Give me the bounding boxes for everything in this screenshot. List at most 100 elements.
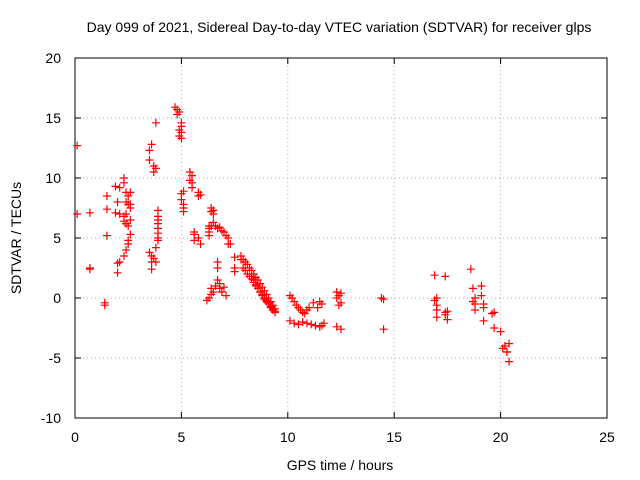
data-point [230, 253, 239, 262]
data-point [271, 308, 280, 317]
data-point [337, 298, 345, 307]
data-point [505, 357, 514, 366]
data-point [102, 231, 111, 240]
data-point [153, 229, 162, 238]
data-point [179, 204, 188, 212]
data-point [126, 216, 135, 224]
data-point [126, 188, 135, 197]
x-tick-label: 10 [280, 429, 296, 445]
grid [75, 58, 607, 418]
data-point [337, 325, 345, 334]
data-point [145, 146, 154, 155]
data-point [151, 118, 160, 127]
data-point [196, 190, 205, 199]
data-point [430, 271, 439, 280]
data-point [73, 141, 82, 150]
data-point [479, 300, 488, 308]
y-tick-label: -10 [41, 410, 61, 426]
data-points [73, 103, 514, 366]
axis-ticks: 0 5 10 15 20 25 -10 -5 0 5 10 15 20 [41, 50, 615, 445]
data-point [315, 322, 324, 331]
data-point [500, 342, 509, 350]
data-point [432, 306, 441, 314]
data-point [298, 318, 307, 326]
data-point [226, 240, 235, 248]
y-axis-label: SDTVAR / TECUs [8, 182, 24, 294]
data-point [309, 298, 318, 307]
data-point [147, 140, 156, 149]
data-point [290, 297, 299, 306]
y-tick-label: 10 [45, 170, 61, 186]
data-point [124, 192, 133, 200]
data-point [215, 223, 224, 232]
data-point [496, 327, 505, 336]
data-point [209, 288, 218, 296]
data-point [147, 265, 156, 274]
data-point [505, 339, 514, 348]
data-point [102, 192, 111, 200]
data-point [151, 243, 160, 252]
data-point [213, 276, 222, 284]
data-point [115, 183, 124, 192]
data-point [122, 210, 131, 218]
x-axis-label: GPS time / hours [287, 457, 394, 473]
data-point [190, 228, 199, 236]
data-point [111, 208, 120, 217]
data-point [190, 236, 199, 245]
data-point [443, 307, 452, 316]
data-point [145, 248, 154, 257]
data-point [119, 252, 128, 260]
data-point [337, 289, 345, 298]
data-point [211, 282, 220, 290]
data-point [122, 246, 131, 254]
data-point [126, 230, 135, 239]
data-point [153, 212, 162, 221]
data-point [185, 168, 194, 176]
data-point [194, 192, 203, 200]
data-point [149, 168, 158, 176]
data-point [285, 316, 294, 325]
data-point [219, 228, 228, 236]
data-point [151, 258, 160, 266]
data-point [188, 171, 197, 180]
data-point [313, 303, 322, 312]
data-point [302, 319, 311, 328]
data-point [479, 316, 488, 325]
data-point [441, 310, 450, 319]
data-point [307, 320, 316, 329]
data-point [73, 210, 82, 218]
data-point [177, 134, 186, 143]
data-point [294, 320, 303, 329]
data-point [111, 182, 120, 191]
data-point [188, 183, 197, 192]
data-point [490, 308, 499, 317]
data-point [205, 231, 214, 240]
data-point [145, 156, 154, 164]
data-point [209, 210, 218, 218]
y-tick-label: -5 [49, 350, 62, 366]
data-point [230, 264, 239, 272]
data-point [85, 265, 94, 274]
data-point [222, 291, 231, 300]
x-tick-label: 15 [386, 429, 402, 445]
data-point [209, 218, 218, 227]
data-point [217, 288, 226, 296]
data-point [151, 164, 160, 173]
data-point [377, 294, 386, 302]
x-tick-label: 5 [178, 429, 186, 445]
data-point [124, 236, 133, 245]
data-point [115, 258, 124, 266]
data-point [124, 222, 133, 230]
data-point [102, 205, 111, 214]
data-point [379, 325, 388, 334]
data-point [113, 268, 122, 277]
data-point [443, 315, 452, 324]
data-point [379, 295, 388, 304]
data-point [300, 309, 309, 318]
x-tick-label: 20 [493, 429, 509, 445]
data-point [315, 297, 324, 306]
data-point [488, 309, 497, 318]
data-point [177, 195, 186, 204]
data-point [113, 259, 122, 268]
